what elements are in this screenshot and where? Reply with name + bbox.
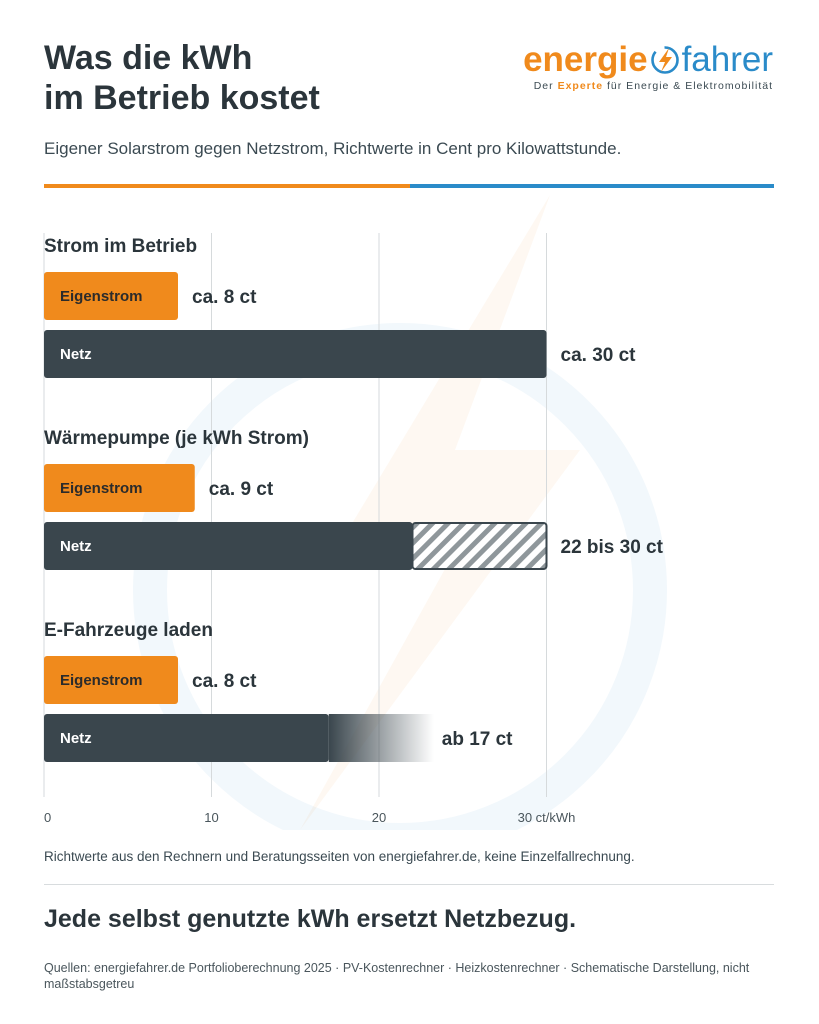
sources-text: Quellen: energiefahrer.de Portfolioberec…: [44, 961, 750, 991]
group-title: Wärmepumpe (je kWh Strom): [44, 428, 309, 449]
title-line-2: im Betrieb kostet: [44, 79, 320, 117]
bar: [44, 656, 178, 704]
bar: [44, 522, 413, 570]
footer-divider: [44, 884, 774, 885]
logo-part-1: energie: [523, 40, 648, 79]
x-tick-label: 20: [372, 810, 386, 825]
header-rule: [44, 184, 774, 188]
bar: [44, 272, 178, 320]
lightning-bolt-icon: [650, 46, 679, 74]
x-tick-label: 10: [204, 810, 218, 825]
bar: [44, 464, 195, 512]
data-label: 22 bis 30 ct: [561, 537, 664, 558]
data-label: ca. 8 ct: [192, 287, 257, 308]
data-label: ca. 9 ct: [209, 479, 274, 500]
bar-fade: [328, 714, 434, 762]
rule-orange: [44, 184, 410, 188]
rule-blue: [410, 184, 774, 188]
claim-statement: Jede selbst genutzte kWh ersetzt Netzbez…: [44, 905, 577, 933]
bar: [44, 330, 547, 378]
logo-tagline: Der Experte für Energie & Elektromobilit…: [523, 80, 773, 92]
data-label: ca. 30 ct: [561, 345, 637, 366]
x-tick-label: 30 ct/kWh: [518, 810, 576, 825]
bar-label: Netz: [60, 730, 92, 747]
tagline-bold: Experte: [557, 80, 604, 92]
title-line-1: Was die kWh: [44, 39, 253, 77]
cost-chart: 0 10 20 30 ct/kWh Strom im Betrieb Eigenstrom…: [43, 195, 667, 830]
logo-wordmark: energie fahrer: [523, 40, 773, 80]
bar-label: Eigenstrom: [60, 480, 143, 497]
bar-label: Netz: [60, 538, 92, 555]
group-title: E-Fahrzeuge laden: [44, 620, 213, 641]
logo-part-2: fahrer: [681, 40, 773, 79]
data-label: ab 17 ct: [442, 729, 513, 750]
page-title: Was die kWh im Betrieb kostet: [44, 38, 320, 118]
data-label: ca. 8 ct: [192, 671, 257, 692]
tagline-prefix: Der: [533, 80, 554, 92]
bar-label: Netz: [60, 346, 92, 363]
bar: [44, 714, 329, 762]
brand-logo[interactable]: energie fahrer Der Experte für Energie & …: [523, 40, 773, 92]
tagline-suffix: für Energie & Elektromobilität: [607, 80, 773, 92]
bar-label: Eigenstrom: [60, 288, 143, 305]
x-tick-label: 0: [44, 810, 51, 825]
group-title: Strom im Betrieb: [44, 236, 197, 257]
page-subtitle: Eigener Solarstrom gegen Netzstrom, Rich…: [44, 139, 622, 158]
bar-range: [411, 522, 548, 570]
watermark-bolt-icon: [300, 195, 580, 830]
bar-label: Eigenstrom: [60, 672, 143, 689]
chart-note: Richtwerte aus den Rechnern und Beratung…: [44, 849, 635, 864]
